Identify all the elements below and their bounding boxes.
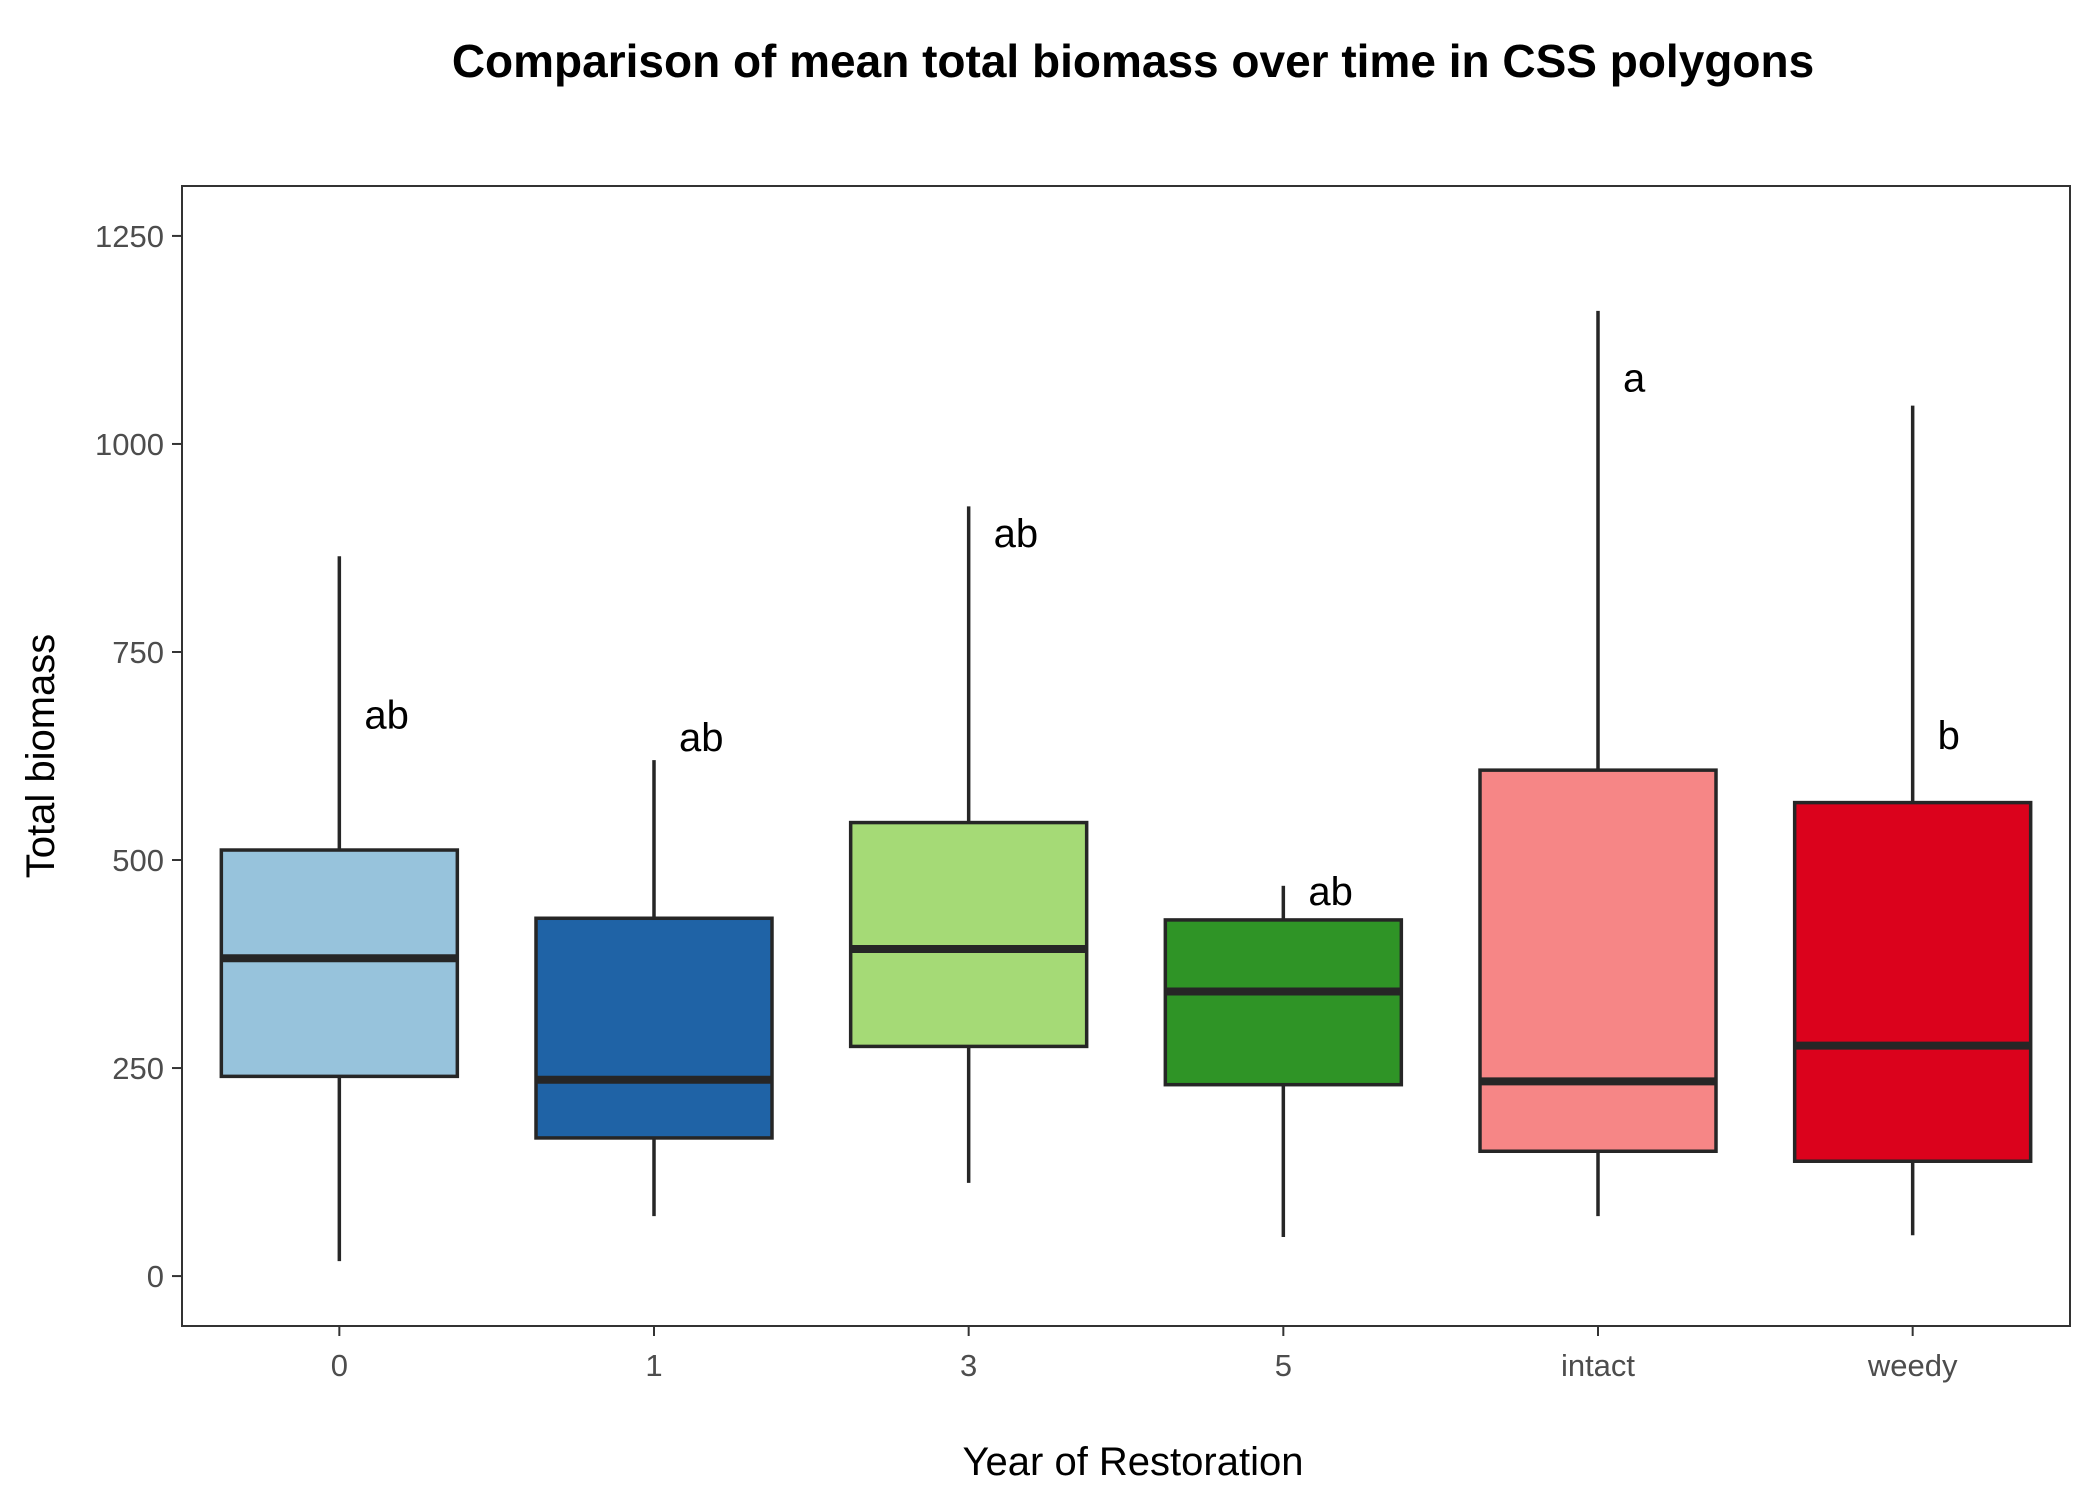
y-tick-label: 250	[112, 1051, 164, 1086]
plot-panel	[181, 185, 2071, 1327]
box-1: ab	[534, 716, 774, 1217]
x-tick-label: 0	[331, 1348, 348, 1383]
box-3: ab	[848, 506, 1089, 1183]
box-body	[1478, 768, 1718, 1154]
chart-title: Comparison of mean total biomass over ti…	[452, 35, 1814, 87]
box-body	[534, 916, 774, 1140]
significance-letter: ab	[994, 512, 1039, 556]
y-tick-label: 1000	[95, 427, 164, 462]
box-body	[848, 820, 1089, 1049]
y-axis: 0 250 500 750 1000 1250	[95, 219, 182, 1294]
box-body	[1163, 918, 1404, 1087]
box-body	[219, 848, 460, 1079]
box-body	[1792, 800, 2033, 1163]
y-tick-label: 500	[112, 843, 164, 878]
x-tick-label: 5	[1275, 1348, 1292, 1383]
x-tick-label: weedy	[1867, 1348, 1958, 1383]
significance-letter: ab	[679, 716, 724, 760]
x-tick-label: intact	[1561, 1348, 1635, 1383]
x-tick-label: 3	[960, 1348, 977, 1383]
box-intact: a	[1478, 310, 1718, 1217]
y-tick-label: 750	[112, 635, 164, 670]
y-tick-label: 1250	[95, 219, 164, 254]
significance-letter: a	[1623, 356, 1646, 400]
box-weedy: b	[1792, 405, 2033, 1236]
box-5: ab	[1163, 870, 1404, 1237]
y-tick-label: 0	[147, 1259, 164, 1294]
box-0: ab	[219, 556, 460, 1262]
x-tick-label: 1	[645, 1348, 662, 1383]
y-axis-title: Total biomass	[19, 634, 63, 879]
significance-letter: ab	[364, 693, 409, 737]
significance-letter: b	[1938, 714, 1960, 758]
x-axis: 0 1 3 5 intact weedy	[331, 1326, 1958, 1383]
x-axis-title: Year of Restoration	[963, 1440, 1304, 1484]
significance-letter: ab	[1308, 870, 1353, 914]
